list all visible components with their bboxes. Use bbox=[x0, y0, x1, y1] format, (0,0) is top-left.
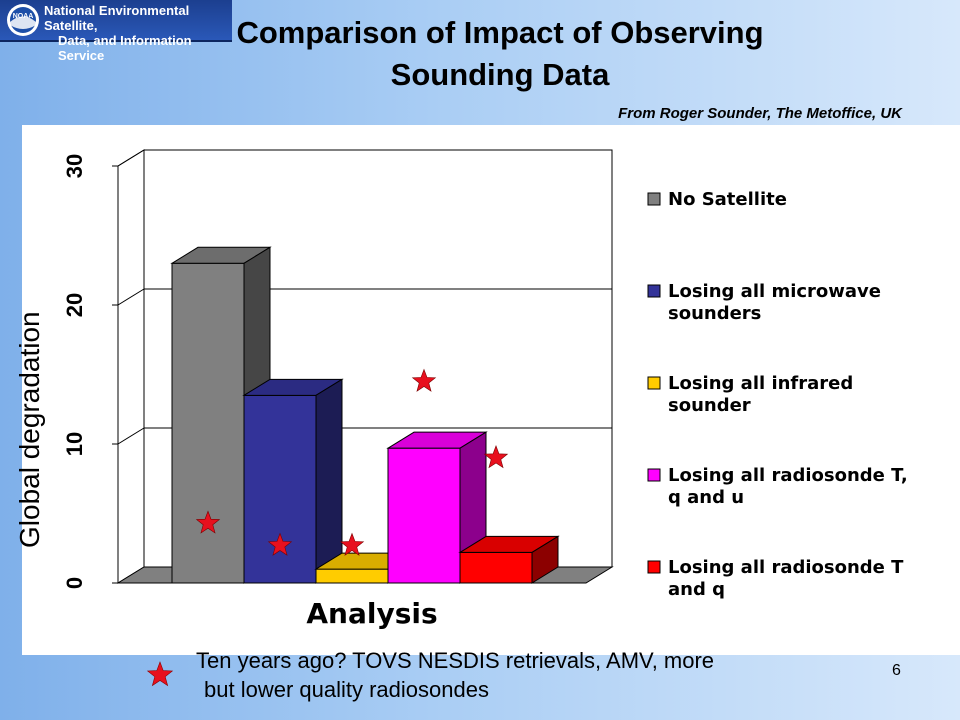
footnote-line-2: but lower quality radiosondes bbox=[204, 677, 489, 702]
bar-side bbox=[531, 535, 559, 584]
legend-label: Losing all radiosonde T bbox=[668, 557, 904, 578]
bar-2 bbox=[242, 378, 344, 584]
plot-side-wall bbox=[117, 149, 145, 584]
slide-title: Comparison of Impact of Observing Soundi… bbox=[150, 12, 850, 96]
logo-line-2: Data, and Information Service bbox=[58, 33, 192, 63]
bar-side bbox=[315, 378, 343, 584]
source-credit: From Roger Sounder, The Metoffice, UK bbox=[618, 105, 902, 122]
legend-swatch bbox=[647, 560, 661, 574]
star-marker-icon bbox=[146, 661, 174, 687]
legend-label: Losing all radiosonde T, bbox=[668, 465, 908, 486]
legend-item-1: No Satellite bbox=[647, 189, 787, 210]
legend-label: sounder bbox=[668, 395, 751, 416]
star-marker-icon bbox=[483, 445, 509, 469]
legend-swatch bbox=[647, 376, 661, 390]
legend-swatch bbox=[647, 468, 661, 482]
y-tick-label: 0 bbox=[62, 577, 87, 589]
legend-item-4: Losing all radiosonde T,q and u bbox=[647, 465, 908, 508]
y-tick-label: 20 bbox=[62, 293, 87, 317]
title-line-2: Sounding Data bbox=[390, 57, 610, 92]
star-marker-icon bbox=[411, 368, 437, 392]
star-marker-icon bbox=[195, 510, 221, 534]
star-marker-icon bbox=[267, 532, 293, 556]
x-axis-label: Analysis bbox=[306, 597, 437, 630]
bar-front bbox=[315, 568, 389, 584]
legend-label: No Satellite bbox=[668, 189, 787, 210]
star-marker-icon bbox=[339, 532, 365, 556]
bar-chart: 0 10 20 30 Analysis No Satellite Losing all m… bbox=[62, 149, 908, 630]
gridline bbox=[117, 288, 145, 306]
y-tick-label: 10 bbox=[62, 432, 87, 456]
footnote: Ten years ago? TOVS NESDIS retrievals, A… bbox=[196, 646, 714, 704]
noaa-logo-icon: NOAA bbox=[7, 4, 39, 36]
y-axis-label: Global degradation bbox=[14, 311, 45, 548]
legend-label: q and u bbox=[668, 487, 744, 508]
title-line-1: Comparison of Impact of Observing bbox=[236, 15, 764, 50]
gridline bbox=[117, 427, 145, 445]
legend-swatch bbox=[647, 284, 661, 298]
svg-text:NOAA: NOAA bbox=[13, 13, 34, 20]
logo-line-1: National Environmental Satellite, bbox=[44, 3, 190, 33]
bar-front bbox=[387, 447, 461, 584]
bar-5 bbox=[458, 535, 560, 584]
legend-label: Losing all microwave bbox=[668, 281, 881, 302]
legend-swatch bbox=[647, 192, 661, 206]
legend-label: Losing all infrared bbox=[668, 373, 853, 394]
footnote-line-1: Ten years ago? TOVS NESDIS retrievals, A… bbox=[196, 648, 715, 673]
y-tick-label: 30 bbox=[62, 154, 87, 178]
logo-text: National Environmental Satellite, Data, … bbox=[44, 3, 232, 63]
bar-front bbox=[171, 262, 245, 584]
logo-banner: NOAA National Environmental Satellite, D… bbox=[0, 0, 232, 63]
bar-front bbox=[243, 394, 317, 584]
legend-label: sounders bbox=[668, 303, 761, 324]
bar-front bbox=[459, 551, 533, 584]
page-number: 6 bbox=[892, 662, 901, 679]
legend-label: and q bbox=[668, 579, 725, 600]
gridline bbox=[117, 149, 145, 167]
